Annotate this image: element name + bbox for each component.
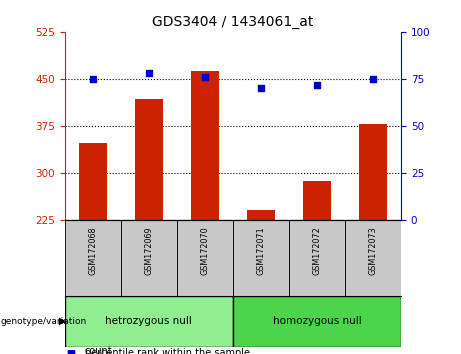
Text: genotype/variation: genotype/variation [1,317,87,326]
Text: ▶: ▶ [59,316,66,326]
Bar [78,143,106,220]
Title: GDS3404 / 1434061_at: GDS3404 / 1434061_at [152,16,313,29]
Text: count: count [85,347,112,354]
Text: GSM172072: GSM172072 [313,226,321,275]
Bar [177,220,233,296]
Bar [359,124,387,220]
Point [89,76,96,82]
Text: GSM172069: GSM172069 [144,226,153,275]
Bar [65,296,233,347]
Bar [65,220,121,296]
Bar [247,210,275,220]
Point [145,70,152,76]
Text: homozygous null: homozygous null [272,316,361,326]
Point [68,350,75,354]
Point [201,74,208,80]
Bar [345,220,401,296]
Bar [303,181,331,220]
Point [313,82,321,87]
Bar [233,296,401,347]
Bar [289,220,345,296]
Text: percentile rank within the sample: percentile rank within the sample [85,348,250,354]
Text: GSM172070: GSM172070 [200,226,209,275]
Point [68,349,75,354]
Bar [191,72,219,220]
Text: GSM172068: GSM172068 [88,226,97,275]
Bar [233,220,289,296]
Point [369,76,377,82]
Text: GSM172073: GSM172073 [368,226,378,275]
Point [257,86,265,91]
Bar [121,220,177,296]
Text: GSM172071: GSM172071 [256,226,266,275]
Bar [135,99,163,220]
Text: hetrozygous null: hetrozygous null [105,316,192,326]
